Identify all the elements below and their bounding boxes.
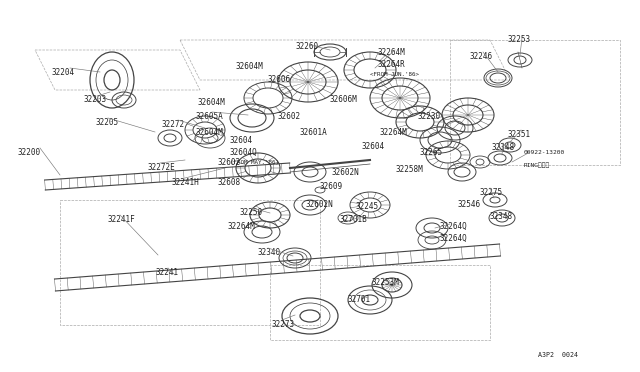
Text: 32546: 32546	[458, 200, 481, 209]
Text: 32601A: 32601A	[300, 128, 328, 137]
Text: 32602N: 32602N	[332, 168, 360, 177]
Text: 32272: 32272	[162, 120, 185, 129]
Text: 32205: 32205	[95, 118, 118, 127]
Text: 32701: 32701	[348, 295, 371, 304]
Text: 32602: 32602	[218, 158, 241, 167]
Text: 32604: 32604	[230, 136, 253, 145]
Text: 32604Q: 32604Q	[230, 148, 258, 157]
Text: 32701B: 32701B	[340, 215, 368, 224]
Text: 32605A: 32605A	[195, 112, 223, 121]
Text: 32241: 32241	[155, 268, 178, 277]
Text: 32606: 32606	[268, 75, 291, 84]
Text: 32265: 32265	[420, 148, 443, 157]
Text: <FROM JUN.'86>: <FROM JUN.'86>	[370, 72, 419, 77]
Text: 32203: 32203	[83, 95, 106, 104]
Text: 32264Q: 32264Q	[440, 222, 468, 231]
Text: 32609: 32609	[320, 182, 343, 191]
Text: 32348: 32348	[492, 143, 515, 152]
Text: 32260: 32260	[295, 42, 318, 51]
Text: 32602: 32602	[278, 112, 301, 121]
Text: 32264M: 32264M	[378, 48, 406, 57]
Text: 32204: 32204	[52, 68, 75, 77]
Text: 32264M: 32264M	[380, 128, 408, 137]
Text: 32245: 32245	[355, 202, 378, 211]
Text: A3P2  0024: A3P2 0024	[538, 352, 578, 358]
Text: 32264M: 32264M	[228, 222, 256, 231]
Text: 32200: 32200	[18, 148, 41, 157]
Text: 32602N: 32602N	[305, 200, 333, 209]
Text: 32230: 32230	[418, 112, 441, 121]
Text: 32250: 32250	[240, 208, 263, 217]
Text: 32351: 32351	[508, 130, 531, 139]
Text: 32253M: 32253M	[372, 278, 400, 287]
Text: 32604: 32604	[362, 142, 385, 151]
Text: 32340: 32340	[258, 248, 281, 257]
Text: 00922-13200: 00922-13200	[524, 150, 565, 155]
Text: 32246: 32246	[470, 52, 493, 61]
Text: 32264Q: 32264Q	[440, 234, 468, 243]
Text: 32241F: 32241F	[108, 215, 136, 224]
Text: 32264R: 32264R	[378, 60, 406, 69]
Text: (FROM MAY.'86): (FROM MAY.'86)	[230, 160, 279, 165]
Text: 32348: 32348	[490, 212, 513, 221]
Text: 32608: 32608	[218, 178, 241, 187]
Text: 32241H: 32241H	[172, 178, 200, 187]
Text: 32253: 32253	[508, 35, 531, 44]
Text: 32258M: 32258M	[395, 165, 423, 174]
Text: RINGリング: RINGリング	[524, 162, 550, 168]
Text: 32272E: 32272E	[148, 163, 176, 172]
Text: 32606M: 32606M	[330, 95, 358, 104]
Text: 32275: 32275	[480, 188, 503, 197]
Text: 32604M: 32604M	[198, 98, 226, 107]
Text: 32604M: 32604M	[235, 62, 263, 71]
Text: 32273: 32273	[272, 320, 295, 329]
Text: 32604M: 32604M	[195, 128, 223, 137]
